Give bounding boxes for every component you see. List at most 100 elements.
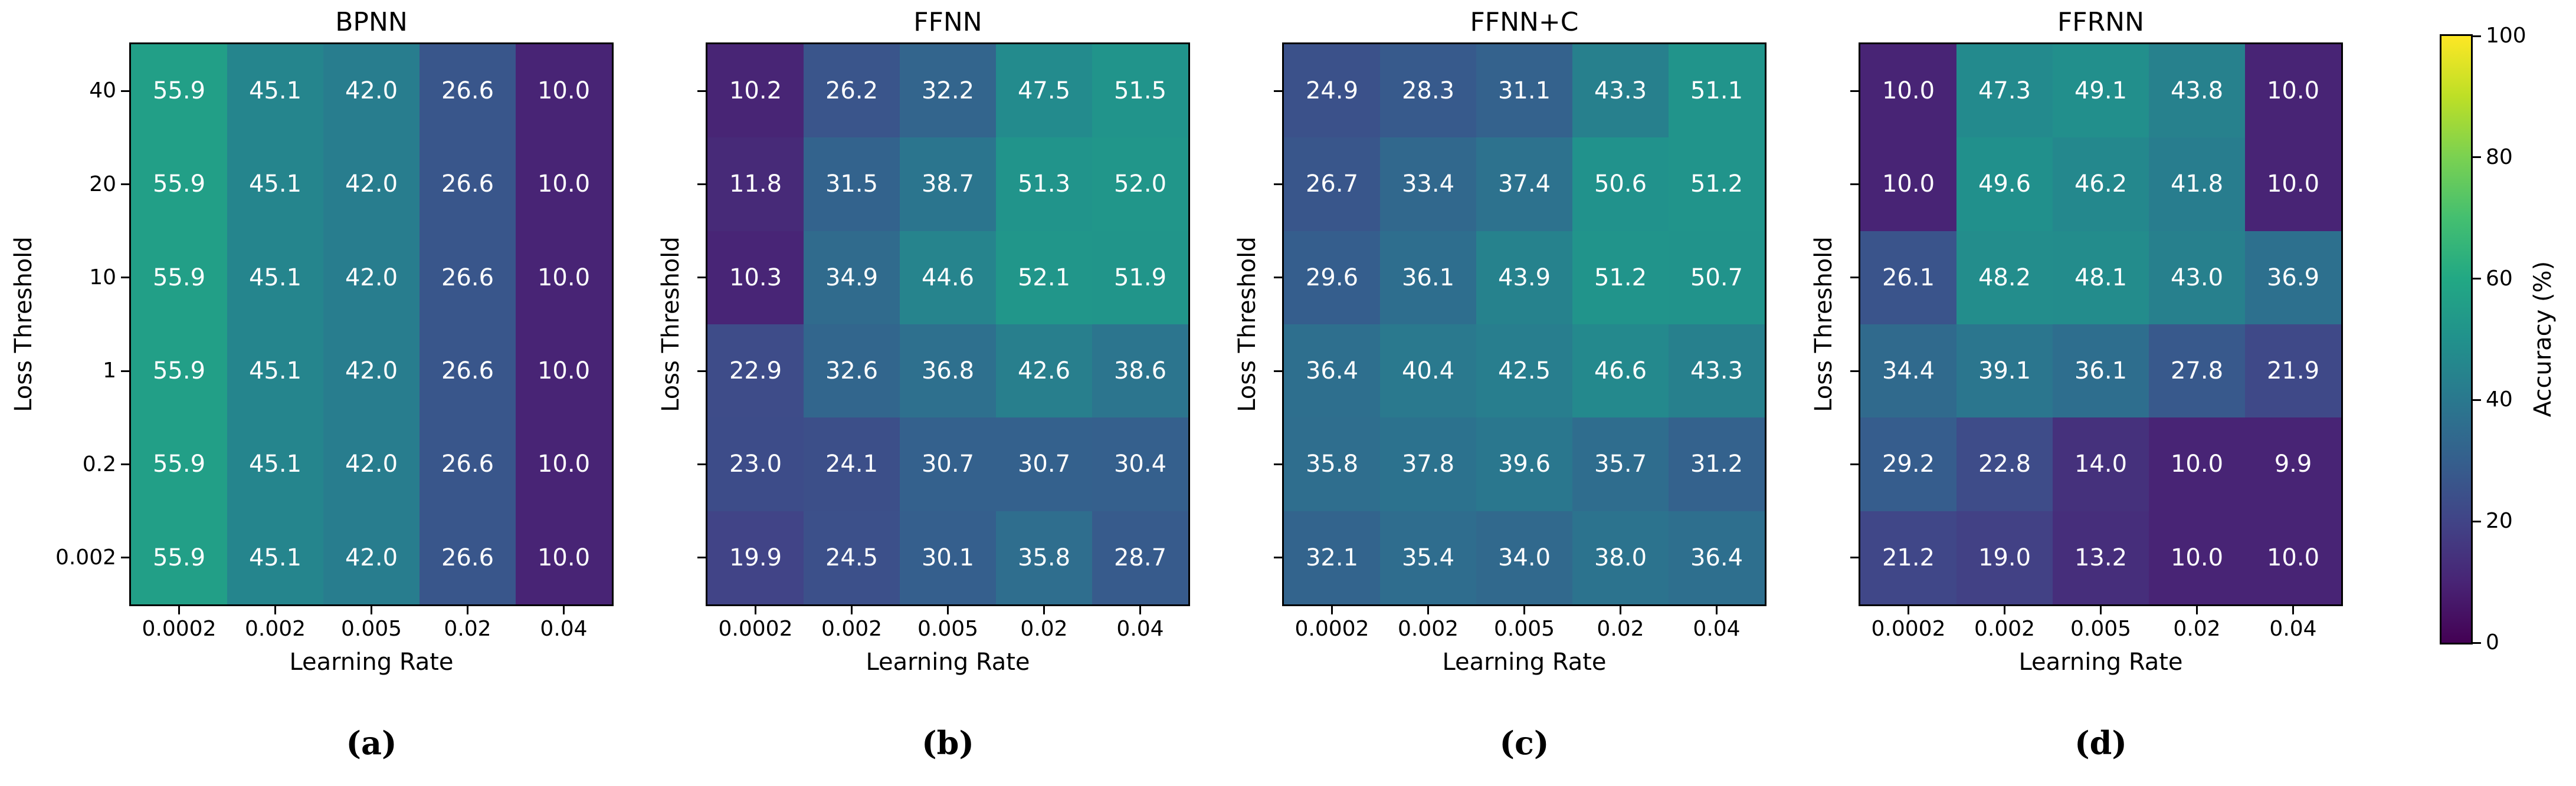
heatmap-cell: 43.3 [1669,324,1765,418]
heatmap-cell: 34.9 [804,231,900,324]
heatmap-cell: 26.6 [419,417,516,511]
y-tick-mark [697,90,706,92]
y-axis-label: Loss Threshold [1234,236,1261,412]
y-tick-mark [121,90,129,92]
heatmap-cell: 19.0 [1956,511,2053,604]
x-tick-mark [371,606,372,614]
colorbar-tick-label: 100 [2486,24,2526,48]
heatmap-cell: 30.7 [900,417,996,511]
heatmap-cell: 10.0 [2245,511,2341,604]
x-tick-mark [1523,606,1525,614]
x-tick-label: 0.005 [917,617,979,641]
panel-caption: (b) [922,724,974,762]
x-tick-mark [2004,606,2005,614]
x-tick-mark [1331,606,1333,614]
y-tick-mark [1850,90,1859,92]
heatmap-cell: 11.8 [707,137,804,231]
heatmap-cell: 52.0 [1092,137,1188,231]
heatmap-cell: 31.2 [1669,417,1765,511]
colorbar-tick-mark [2473,278,2481,280]
x-tick-label: 0.005 [1493,617,1555,641]
heatmap-cell: 10.0 [516,417,612,511]
heatmap-cell: 55.9 [131,231,227,324]
heatmap-cell: 46.6 [1572,324,1669,418]
heatmap-cell: 45.1 [227,324,323,418]
heatmap-cell: 39.1 [1956,324,2053,418]
y-tick-mark [121,370,129,372]
heatmap-cell: 32.1 [1284,511,1380,604]
panel-title: FFRNN [2057,7,2145,37]
heatmap-cell: 28.7 [1092,511,1188,604]
x-tick-mark [274,606,276,614]
heatmap-cell: 24.1 [804,417,900,511]
x-axis-label: Learning Rate [2018,649,2183,676]
heatmap-cell: 26.7 [1284,137,1380,231]
heatmap-cell: 45.1 [227,511,323,604]
x-tick-label: 0.04 [540,617,588,641]
y-tick-mark [697,557,706,559]
x-tick-label: 0.0002 [1294,617,1369,641]
x-tick-label: 0.02 [1597,617,1644,641]
heatmap-cell: 42.0 [323,231,419,324]
heatmap-cell: 45.1 [227,137,323,231]
heatmap-cell: 34.4 [1860,324,1956,418]
x-tick-label: 0.005 [340,617,402,641]
heatmap-cell: 10.0 [516,324,612,418]
y-tick-mark [1850,183,1859,185]
y-tick-mark [121,183,129,185]
heatmap-cell: 32.6 [804,324,900,418]
x-tick-mark [1620,606,1621,614]
colorbar-gradient [2440,34,2473,644]
heatmap-cell: 48.2 [1956,231,2053,324]
heatmap-cell: 30.7 [996,417,1092,511]
x-tick-mark [851,606,853,614]
heatmap-cell: 55.9 [131,417,227,511]
heatmap-cell: 10.0 [516,231,612,324]
heatmap-cell: 55.9 [131,137,227,231]
heatmap-cell: 26.6 [419,231,516,324]
panel-caption: (c) [1499,724,1549,762]
colorbar-tick-label: 20 [2486,509,2513,534]
heatmap-cell: 26.6 [419,511,516,604]
x-tick-mark [2100,606,2102,614]
heatmap-cell: 10.0 [1860,44,1956,138]
heatmap-cell: 52.1 [996,231,1092,324]
heatmap-cell: 42.0 [323,324,419,418]
panel-title: FFNN [913,7,982,37]
heatmap-cell: 40.4 [1380,324,1476,418]
y-tick-mark [697,277,706,279]
heatmap-cell: 32.2 [900,44,996,138]
heatmap-cell: 26.6 [419,137,516,231]
y-tick-label: 10 [89,265,116,290]
heatmap-cell: 35.4 [1380,511,1476,604]
heatmap-cell: 10.2 [707,44,804,138]
heatmap-cell: 21.9 [2245,324,2341,418]
heatmap-cell: 47.5 [996,44,1092,138]
colorbar-tick-mark [2473,35,2481,37]
colorbar-axis-label: Accuracy (%) [2529,261,2557,417]
heatmap-cell: 43.8 [2149,44,2245,138]
heatmap-cell: 39.6 [1476,417,1572,511]
heatmap-cell: 50.7 [1669,231,1765,324]
heatmap-cell: 23.0 [707,417,804,511]
x-tick-mark [1139,606,1141,614]
x-axis-label: Learning Rate [866,649,1030,676]
heatmap-cell: 37.8 [1380,417,1476,511]
heatmap-cell: 42.5 [1476,324,1572,418]
y-tick-label: 20 [89,172,116,196]
heatmap-cell: 51.1 [1669,44,1765,138]
x-tick-label: 0.04 [1693,617,1741,641]
heatmap-cell: 24.5 [804,511,900,604]
heatmap-cell: 36.1 [1380,231,1476,324]
y-tick-mark [697,370,706,372]
heatmap-cell: 27.8 [2149,324,2245,418]
heatmap-cell: 33.4 [1380,137,1476,231]
x-tick-label: 0.002 [821,617,883,641]
x-tick-mark [178,606,180,614]
x-tick-label: 0.0002 [1871,617,1946,641]
y-axis-label: Loss Threshold [657,236,684,412]
x-tick-mark [1427,606,1429,614]
y-tick-mark [1850,370,1859,372]
heatmap-cell: 44.6 [900,231,996,324]
